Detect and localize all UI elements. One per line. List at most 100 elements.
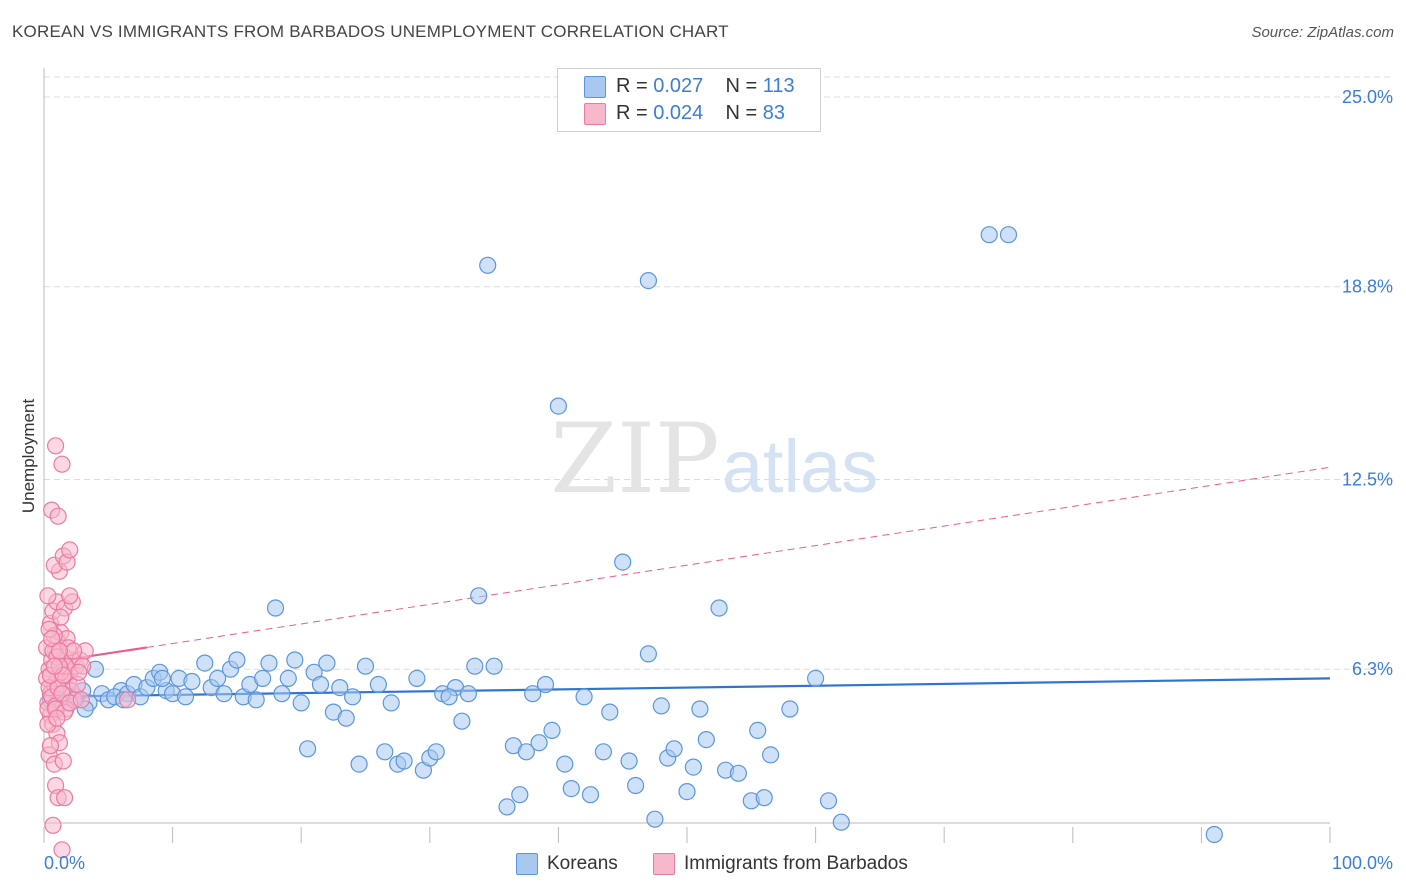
- korean-point: [511, 786, 529, 804]
- korean-point: [524, 685, 542, 703]
- korean-point: [530, 734, 548, 752]
- korean-point: [999, 226, 1018, 244]
- korean-point: [286, 651, 304, 669]
- korean-point: [311, 675, 330, 694]
- korean-point: [562, 779, 580, 798]
- y-tick-label: 25.0%: [1342, 87, 1393, 107]
- stats-legend: R = 0.027 N = 113 R = 0.024 N = 83: [557, 68, 821, 132]
- x-tick-label-max: 100.0%: [1332, 853, 1393, 873]
- barbados-point: [118, 691, 137, 709]
- korean-point: [498, 798, 516, 816]
- korean-point: [601, 703, 619, 721]
- korean-point: [299, 740, 317, 758]
- korean-point: [806, 669, 825, 688]
- barbados-point: [53, 455, 71, 473]
- korean-point: [215, 685, 233, 703]
- legend-swatch-koreans: [584, 76, 606, 98]
- point-layer: [37, 226, 1223, 859]
- barbados-point: [48, 709, 66, 727]
- bottom-legend-label-barbados: Immigrants from Barbados: [684, 853, 908, 874]
- korean-point: [819, 792, 838, 810]
- korean-point: [761, 746, 780, 764]
- watermark-atlas: atlas: [722, 425, 878, 508]
- korean-point: [196, 654, 214, 672]
- korean-point: [652, 697, 670, 715]
- korean-point: [755, 789, 773, 807]
- korean-point: [254, 669, 272, 688]
- korean-point: [337, 709, 355, 727]
- korean-point: [549, 397, 568, 415]
- barbados-point: [61, 587, 79, 605]
- korean-point: [626, 776, 645, 795]
- korean-point: [691, 700, 709, 718]
- korean-point: [536, 675, 555, 694]
- korean-point: [729, 764, 748, 782]
- korean-point: [440, 688, 458, 706]
- korean-point: [356, 657, 375, 675]
- barbados-point: [52, 608, 70, 626]
- korean-point: [781, 700, 799, 718]
- korean-point: [517, 743, 535, 761]
- y-axis-label: Unemployment: [19, 399, 38, 514]
- korean-point: [344, 688, 362, 706]
- source-label: Source: ZipAtlas.com: [1251, 24, 1394, 41]
- korean-point: [697, 730, 715, 749]
- korean-point: [382, 694, 400, 712]
- korean-point: [594, 743, 613, 761]
- korean-point: [176, 688, 195, 706]
- korean-point: [614, 553, 632, 571]
- korean-point: [543, 721, 561, 740]
- barbados-point: [44, 816, 62, 834]
- korean-point: [266, 599, 285, 617]
- korean-point: [331, 678, 349, 697]
- barbados-point: [54, 752, 72, 770]
- barbados-point: [43, 629, 61, 648]
- korean-point: [620, 752, 638, 770]
- korean-point: [292, 694, 310, 712]
- barbados-point: [46, 437, 65, 455]
- korean-point: [665, 740, 683, 758]
- korean-point: [639, 645, 658, 663]
- barbados-point: [55, 789, 74, 807]
- korean-point: [318, 654, 336, 672]
- korean-point: [470, 587, 488, 605]
- watermark: ZIP atlas: [550, 403, 878, 515]
- korean-point: [581, 786, 600, 804]
- korean-point: [1205, 825, 1223, 844]
- korean-point: [247, 691, 265, 709]
- korean-point: [395, 752, 413, 770]
- korean-point: [260, 654, 278, 672]
- korean-point: [209, 669, 227, 688]
- barbados-point: [49, 507, 67, 525]
- korean-point: [427, 743, 445, 761]
- korean-point: [279, 669, 297, 688]
- grid-layer: [44, 76, 1394, 670]
- korean-point: [479, 256, 497, 274]
- barbados-trend-line-dashed: [146, 466, 1331, 648]
- korean-point: [832, 813, 850, 831]
- korean-point: [153, 669, 171, 688]
- korean-point: [350, 755, 368, 773]
- barbados-point: [45, 657, 63, 675]
- korean-point: [183, 672, 201, 691]
- korean-point: [980, 226, 998, 244]
- barbados-point: [53, 841, 71, 859]
- korean-point: [639, 272, 658, 290]
- y-tick-label: 18.8%: [1342, 277, 1393, 297]
- korean-point: [485, 657, 503, 675]
- korean-point: [575, 688, 593, 706]
- korean-point: [228, 651, 246, 669]
- korean-point: [459, 685, 477, 703]
- barbados-point: [39, 587, 57, 605]
- chart-title: KOREAN VS IMMIGRANTS FROM BARBADOS UNEMP…: [12, 22, 729, 41]
- korean-point: [684, 758, 703, 776]
- barbados-point: [70, 663, 88, 681]
- korean-point: [376, 743, 394, 761]
- legend-swatch-barbados: [584, 103, 606, 125]
- korean-point: [408, 669, 426, 688]
- bottom-legend-swatch-koreans: [516, 853, 538, 875]
- y-tick-label: 6.3%: [1352, 659, 1393, 679]
- bottom-legend-label-koreans: Koreans: [547, 853, 618, 874]
- korean-point: [678, 782, 696, 801]
